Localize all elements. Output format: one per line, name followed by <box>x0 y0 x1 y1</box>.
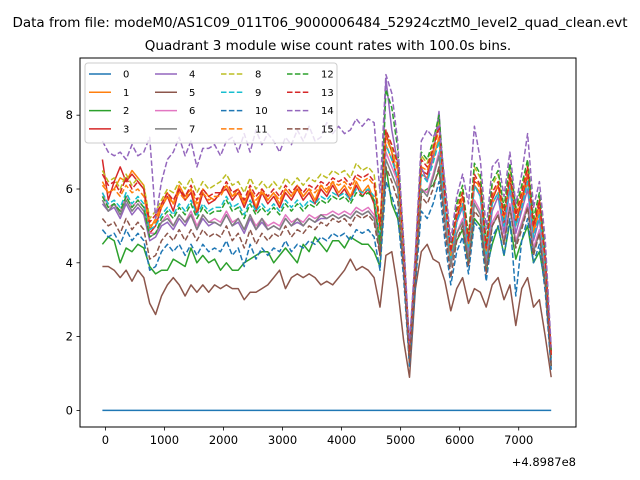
chart-title: Quadrant 3 module wise count rates with … <box>145 38 511 54</box>
legend-label-7: 7 <box>189 124 195 135</box>
legend-label-13: 13 <box>321 88 334 99</box>
x-tick-label: 2000 <box>209 433 238 447</box>
y-tick-label: 2 <box>66 330 73 344</box>
x-tick-label: 1000 <box>150 433 179 447</box>
y-tick-label: 6 <box>66 182 73 196</box>
series-line-8 <box>101 121 552 353</box>
series-line-7 <box>101 155 552 363</box>
legend-label-10: 10 <box>255 106 268 117</box>
chart-suptitle: Data from file: modeM0/AS1C09_011T06_900… <box>12 15 627 31</box>
legend-label-2: 2 <box>123 106 129 117</box>
series-line-10 <box>101 180 552 370</box>
series-line-13 <box>101 125 552 356</box>
y-tick-label: 0 <box>66 403 73 417</box>
legend-label-4: 4 <box>189 70 195 81</box>
legend-label-11: 11 <box>255 124 268 135</box>
series-layer <box>101 73 552 412</box>
x-tick-label: 0 <box>102 433 109 447</box>
legend-label-9: 9 <box>255 88 261 99</box>
x-axis: 0 1000 2000 3000 4000 5000 6000 7000 <box>102 427 533 447</box>
x-tick-label: 7000 <box>504 433 533 447</box>
x-tick-label: 3000 <box>268 433 297 447</box>
x-tick-label: 5000 <box>386 433 415 447</box>
y-axis: 0 2 4 6 8 <box>66 108 80 417</box>
legend-label-5: 5 <box>189 88 195 99</box>
legend-label-1: 1 <box>123 88 129 99</box>
y-tick-label: 8 <box>66 108 73 122</box>
legend-label-8: 8 <box>255 70 261 81</box>
series-line-5 <box>102 243 552 378</box>
legend-label-12: 12 <box>321 70 334 81</box>
legend-label-14: 14 <box>321 106 334 117</box>
x-tick-label: 6000 <box>445 433 474 447</box>
legend-frame <box>84 62 338 144</box>
series-line-15 <box>101 166 552 367</box>
y-tick-label: 4 <box>66 256 73 270</box>
series-line-2 <box>101 166 552 367</box>
plot-frame <box>79 57 577 428</box>
legend-label-0: 0 <box>123 70 129 81</box>
legend-label-6: 6 <box>189 106 195 117</box>
legend-label-3: 3 <box>123 124 129 135</box>
x-tick-label: 4000 <box>327 433 356 447</box>
series-line-9 <box>101 140 552 359</box>
legend-label-15: 15 <box>321 124 334 135</box>
series-line-11 <box>101 129 552 356</box>
x-offset-label: +4.8987e8 <box>512 455 576 469</box>
